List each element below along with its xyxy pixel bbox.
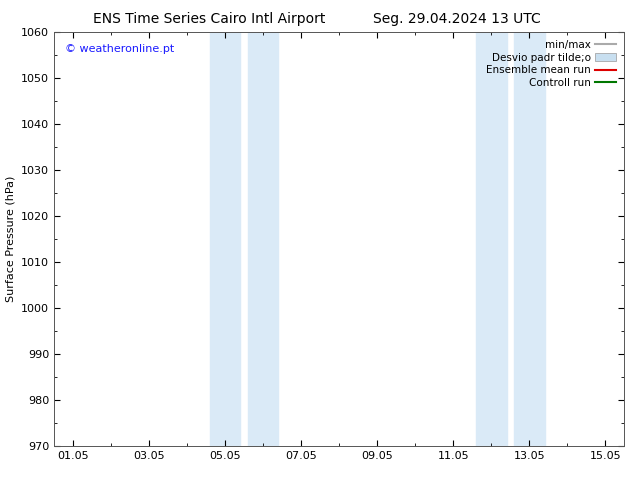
Bar (248, 32, 278, 446)
Text: ENS Time Series Cairo Intl Airport: ENS Time Series Cairo Intl Airport (93, 12, 325, 26)
Bar (210, 32, 240, 446)
Legend: min/max, Desvio padr tilde;o, Ensemble mean run, Controll run: min/max, Desvio padr tilde;o, Ensemble m… (483, 37, 619, 91)
Bar (514, 32, 545, 446)
Bar (476, 32, 507, 446)
Text: © weatheronline.pt: © weatheronline.pt (65, 44, 174, 54)
Y-axis label: Surface Pressure (hPa): Surface Pressure (hPa) (5, 176, 15, 302)
Text: Seg. 29.04.2024 13 UTC: Seg. 29.04.2024 13 UTC (373, 12, 540, 26)
